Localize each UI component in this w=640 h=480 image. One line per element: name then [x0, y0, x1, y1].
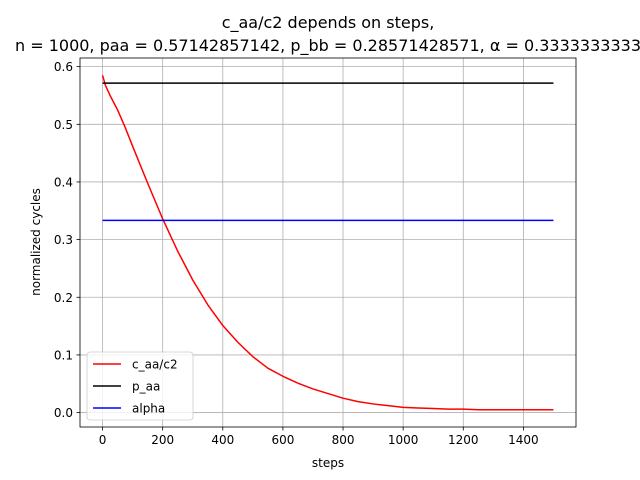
series-line-c-aa-c2 [101, 75, 554, 411]
x-tick-label: 1000 [388, 433, 419, 447]
legend-label: alpha [132, 402, 165, 416]
grid [80, 58, 576, 427]
chart-title-line-1: c_aa/c2 depends on steps, [222, 13, 435, 33]
y-tick-label: 0.6 [54, 60, 73, 74]
x-tick-label: 800 [332, 433, 355, 447]
x-axis-label: steps [312, 456, 344, 470]
chart-title-line-2: n = 1000, paa = 0.57142857142, p_bb = 0.… [15, 36, 640, 56]
x-tick-label: 600 [271, 433, 294, 447]
x-tick-label: 200 [151, 433, 174, 447]
y-tick-label: 0.1 [54, 348, 73, 362]
legend-label: c_aa/c2 [132, 358, 178, 372]
x-tick-label: 400 [211, 433, 234, 447]
y-tick-label: 0.3 [54, 233, 73, 247]
y-tick-label: 0.5 [54, 118, 73, 132]
series-layer [101, 75, 554, 411]
plot-frame [79, 57, 577, 428]
y-tick-label: 0.2 [54, 291, 73, 305]
legend-box [86, 351, 194, 421]
x-tick-label: 1400 [508, 433, 539, 447]
legend-label: p_aa [132, 380, 160, 394]
x-tick-label: 0 [99, 433, 107, 447]
y-tick-label: 0.4 [54, 175, 73, 189]
ticks: 0 200 400 600 800 1000 1200 1400 0.0 0.1 0.2 0.3 0.4… [54, 60, 539, 447]
y-axis-label: normalized cycles [29, 188, 43, 296]
x-tick-label: 1200 [448, 433, 479, 447]
y-tick-label: 0.0 [54, 406, 73, 420]
